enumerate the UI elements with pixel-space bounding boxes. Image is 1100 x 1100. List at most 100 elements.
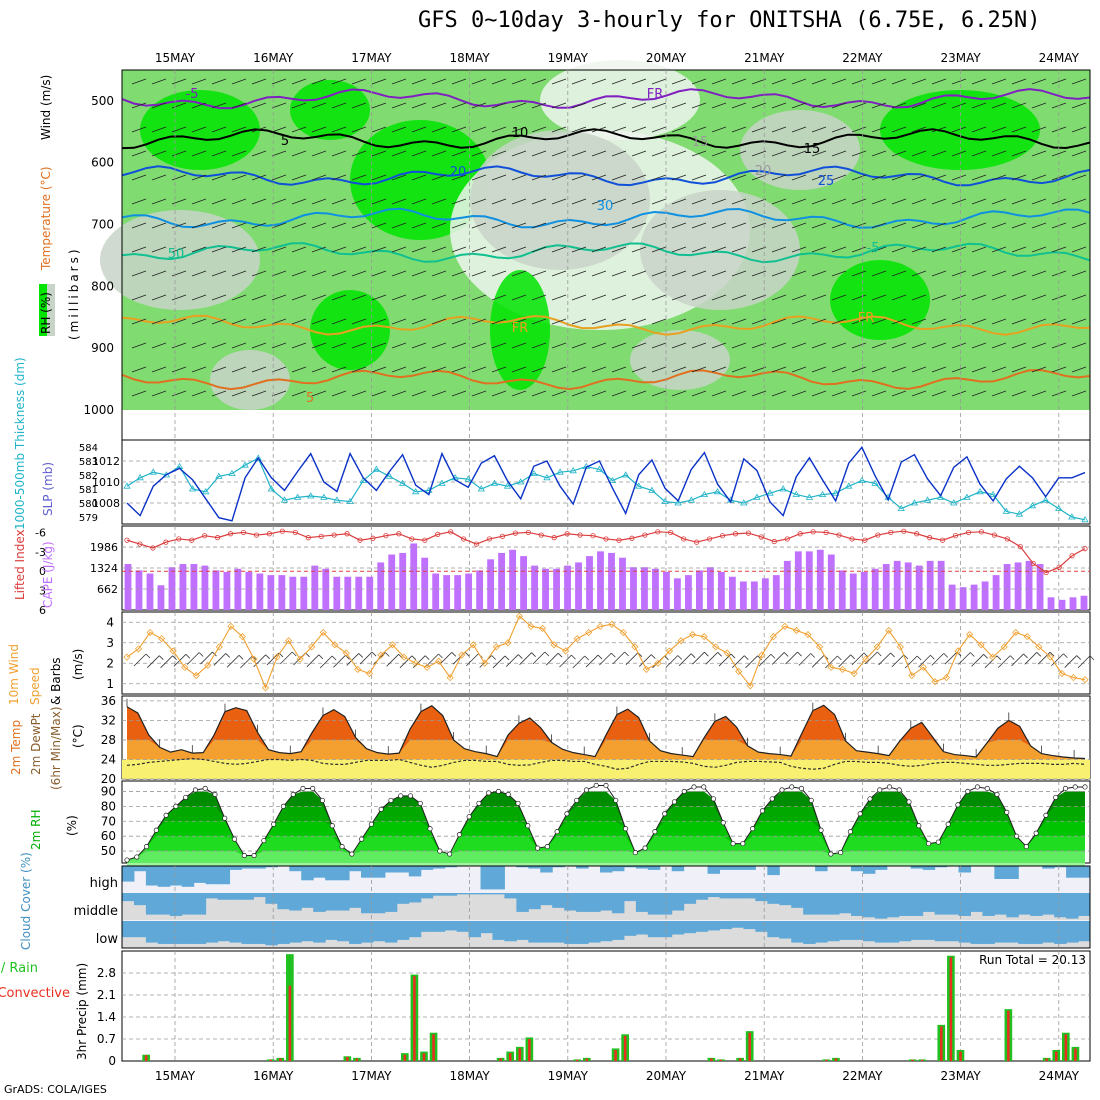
cloud-cell <box>671 866 685 872</box>
wind-speed-point <box>481 659 489 667</box>
upper-wind-barb <box>831 174 847 181</box>
upper-wind-barb <box>911 294 927 301</box>
upper-wind-barb <box>371 78 387 85</box>
upper-wind-barb <box>251 318 267 325</box>
upper-wind-barb <box>291 174 307 181</box>
upper-wind-barb <box>891 126 907 133</box>
cloud-cell <box>145 921 159 943</box>
thickness-point <box>989 490 997 497</box>
upper-wind-barb <box>931 390 947 397</box>
lifted-index-point <box>564 531 570 537</box>
upper-wind-barb <box>371 246 387 253</box>
lifted-index-point <box>202 533 208 539</box>
wind-speed-point <box>388 641 397 649</box>
cape-bar <box>871 568 879 610</box>
upper-wind-barb <box>131 102 147 109</box>
wind-barb-flag <box>318 654 324 660</box>
thickness-line <box>126 457 1086 521</box>
upper-wind-barb <box>971 390 987 397</box>
cloud-cell <box>372 893 386 914</box>
upper-wind-barb <box>131 78 147 85</box>
convective-precip-bar <box>403 1054 407 1061</box>
wind-barb <box>692 651 705 665</box>
upper-wind-barb <box>211 102 227 109</box>
upper-wind-barb <box>471 78 487 85</box>
upper-wind-barb <box>171 198 187 205</box>
cape-bar <box>1014 562 1022 610</box>
upper-wind-barb <box>831 222 847 229</box>
cape-bar <box>135 570 143 610</box>
wind-speed-point <box>665 647 674 655</box>
rh-band <box>127 851 1085 863</box>
upper-wind-barb <box>431 294 447 301</box>
cloud-cell <box>265 921 278 946</box>
cloud-cell <box>277 921 290 944</box>
upper-wind-barb <box>711 198 727 205</box>
upper-wind-barb <box>391 150 407 157</box>
cloud-cell <box>432 866 446 869</box>
wind-speed-point <box>815 643 824 651</box>
wind-barb-flag <box>424 655 430 660</box>
rh2m-point <box>456 832 462 838</box>
upper-wind-barb <box>551 390 567 397</box>
lifted-index-point <box>344 531 350 537</box>
wind-label-2: Speed <box>28 667 42 705</box>
wind-barb <box>399 655 413 669</box>
cloud-cell <box>181 921 195 944</box>
lifted-index-point <box>448 529 454 535</box>
upper-wind-barb <box>551 342 567 349</box>
rh2m-point <box>828 851 834 857</box>
upper-wind-barb <box>411 150 427 157</box>
rh2m-point <box>202 785 208 792</box>
upper-wind-barb <box>911 102 927 109</box>
upper-wind-barb <box>911 270 927 277</box>
thickness-point <box>661 497 669 504</box>
cloud-cell <box>982 893 995 916</box>
upper-wind-barb <box>251 366 267 373</box>
upper-wind-barb <box>451 390 467 397</box>
rh2m-point <box>359 836 365 842</box>
upper-wind-barb <box>611 318 627 325</box>
cloud-cell <box>886 921 900 943</box>
cape-bar <box>1069 597 1077 610</box>
rh2m-point <box>564 811 570 817</box>
upper-wind-barb <box>811 102 827 109</box>
upper-wind-barb <box>291 342 307 349</box>
upper-wind-barb <box>1071 246 1087 253</box>
upper-wind-barb <box>451 102 467 109</box>
rh2m-point <box>750 826 756 832</box>
upper-wind-barb <box>871 318 887 325</box>
wind-barb <box>346 653 360 666</box>
cape-bar <box>399 552 407 610</box>
wind-barb-flag <box>783 652 789 657</box>
rh-area <box>470 130 650 270</box>
wind-barb-flag <box>159 655 164 660</box>
upper-wind-barb <box>451 150 467 157</box>
cape-bar <box>882 564 890 610</box>
upper-wind-barb <box>171 126 187 133</box>
upper-wind-barb <box>371 222 387 229</box>
wind-barb <box>186 652 200 665</box>
upper-wind-barb <box>1011 366 1027 373</box>
thickness-point <box>687 496 696 503</box>
cloud-cell <box>157 893 171 915</box>
wind-barb-flag <box>890 652 895 658</box>
cloud-axis-label: Cloud Cover (%) <box>19 852 33 950</box>
upper-wind-barb <box>331 270 347 277</box>
upper-wind-barb <box>791 318 807 325</box>
convective-precip-bar <box>288 985 292 1061</box>
rh2m-point <box>662 811 668 817</box>
convective-precip-bar <box>949 957 953 1061</box>
upper-wind-barb <box>431 198 447 205</box>
upper-wind-barb <box>851 150 867 157</box>
upper-wind-barb <box>1071 222 1087 229</box>
li-tick: 3 <box>39 585 46 598</box>
rh2m-point <box>652 829 658 835</box>
cloud-cell <box>133 893 147 906</box>
upper-wind-barb <box>791 78 807 85</box>
rh2m-point <box>183 794 189 800</box>
cape-bar <box>915 565 923 610</box>
upper-wind-barb <box>671 270 687 277</box>
thickness-point <box>543 474 551 481</box>
thickness-point <box>1055 504 1063 511</box>
